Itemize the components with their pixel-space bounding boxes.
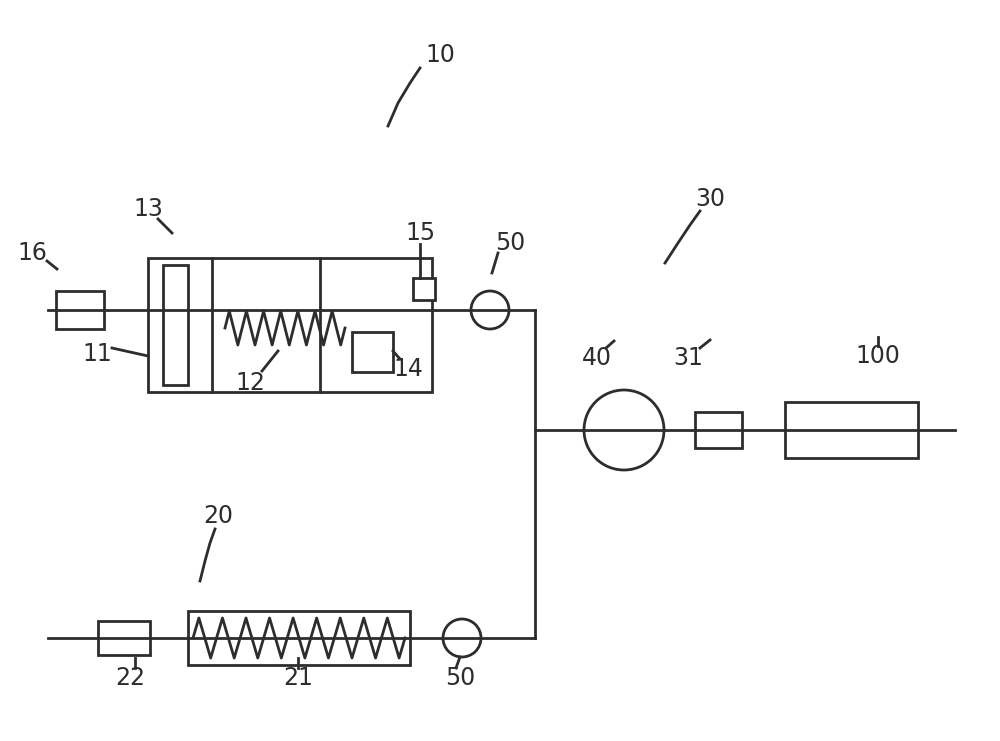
- Bar: [188, 611, 410, 665]
- Bar: [148, 258, 432, 392]
- Bar: [785, 402, 918, 458]
- Bar: [695, 412, 742, 448]
- Text: 50: 50: [445, 666, 475, 690]
- Bar: [352, 332, 393, 372]
- Text: 21: 21: [283, 666, 313, 690]
- Text: 20: 20: [203, 504, 233, 528]
- Text: 14: 14: [393, 357, 423, 381]
- Text: 100: 100: [856, 344, 900, 368]
- Bar: [413, 278, 435, 300]
- Bar: [56, 291, 104, 329]
- Text: 31: 31: [673, 346, 703, 370]
- Text: 50: 50: [495, 231, 525, 255]
- Text: 13: 13: [133, 197, 163, 221]
- Bar: [98, 621, 150, 655]
- Text: 10: 10: [425, 43, 455, 67]
- Text: 15: 15: [405, 221, 435, 245]
- Text: 30: 30: [695, 187, 725, 211]
- Bar: [163, 265, 188, 385]
- Text: 40: 40: [582, 346, 612, 370]
- Text: 11: 11: [82, 342, 112, 366]
- Text: 12: 12: [235, 371, 265, 395]
- Text: 22: 22: [115, 666, 145, 690]
- Text: 16: 16: [17, 241, 47, 265]
